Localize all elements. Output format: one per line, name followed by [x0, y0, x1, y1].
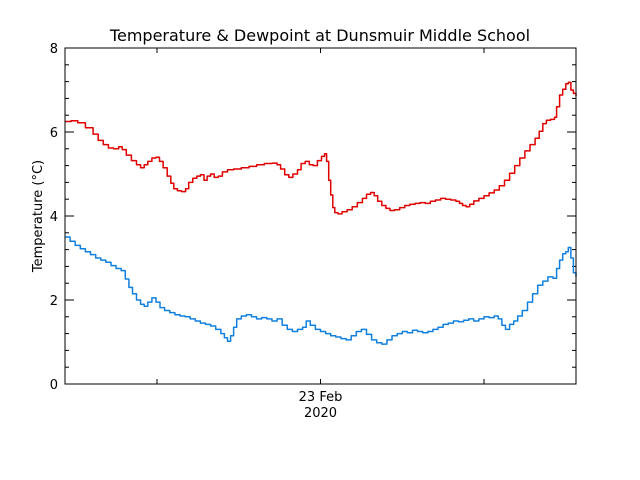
x-tick-label-date: 23 Feb — [299, 390, 343, 405]
series-line-0 — [65, 81, 577, 215]
y-tick-label: 2 — [50, 294, 58, 309]
y-tick-label: 6 — [50, 126, 58, 141]
y-axis: 0 2 4 6 8 — [50, 42, 576, 393]
y-axis-label: Temperature (°C) — [31, 160, 46, 273]
y-tick-label: 0 — [50, 378, 58, 393]
x-tick-label-year: 2020 — [304, 406, 337, 421]
plot-area — [65, 81, 577, 345]
plot-frame — [64, 47, 577, 385]
series-line-1 — [65, 236, 577, 345]
y-tick-label: 8 — [50, 42, 58, 57]
y-tick-label: 4 — [50, 210, 58, 225]
chart-title: Temperature & Dewpoint at Dunsmuir Middl… — [109, 26, 530, 45]
